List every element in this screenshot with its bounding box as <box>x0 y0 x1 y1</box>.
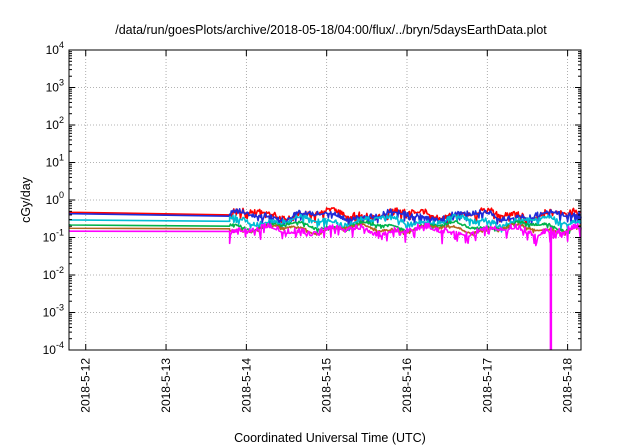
ticks: 10-4 10-3 10-2 10-1 100 101 102 103 104 2018-5-12… <box>43 40 581 413</box>
y-tick-label: 101 <box>46 153 64 170</box>
series-line <box>68 220 582 235</box>
x-tick-label: 2018-5-14 <box>239 358 253 413</box>
y-tick-label: 10-4 <box>43 340 64 357</box>
y-tick-label: 10-2 <box>43 265 64 282</box>
y-tick-label: 10-3 <box>43 303 64 320</box>
y-tick-label: 104 <box>46 40 64 57</box>
y-tick-label: 10-1 <box>43 228 64 245</box>
y-tick-label: 102 <box>46 115 64 132</box>
y-axis-label: cGy/day <box>19 176 33 223</box>
x-tick-label: 2018-5-16 <box>400 358 414 413</box>
series-line <box>68 222 582 247</box>
y-tick-label: 100 <box>46 190 64 207</box>
series-layer <box>68 207 582 350</box>
x-axis-label: Coordinated Universal Time (UTC) <box>234 431 426 445</box>
chart-title: /data/run/goesPlots/archive/2018-05-18/0… <box>115 23 547 37</box>
y-tick-label: 103 <box>46 78 64 95</box>
x-tick-label: 2018-5-13 <box>159 358 173 413</box>
grid <box>69 50 581 350</box>
x-tick-label: 2018-5-15 <box>320 358 334 413</box>
x-tick-label: 2018-5-12 <box>79 358 93 413</box>
x-tick-label: 2018-5-18 <box>561 358 575 413</box>
x-tick-label: 2018-5-17 <box>480 358 494 413</box>
